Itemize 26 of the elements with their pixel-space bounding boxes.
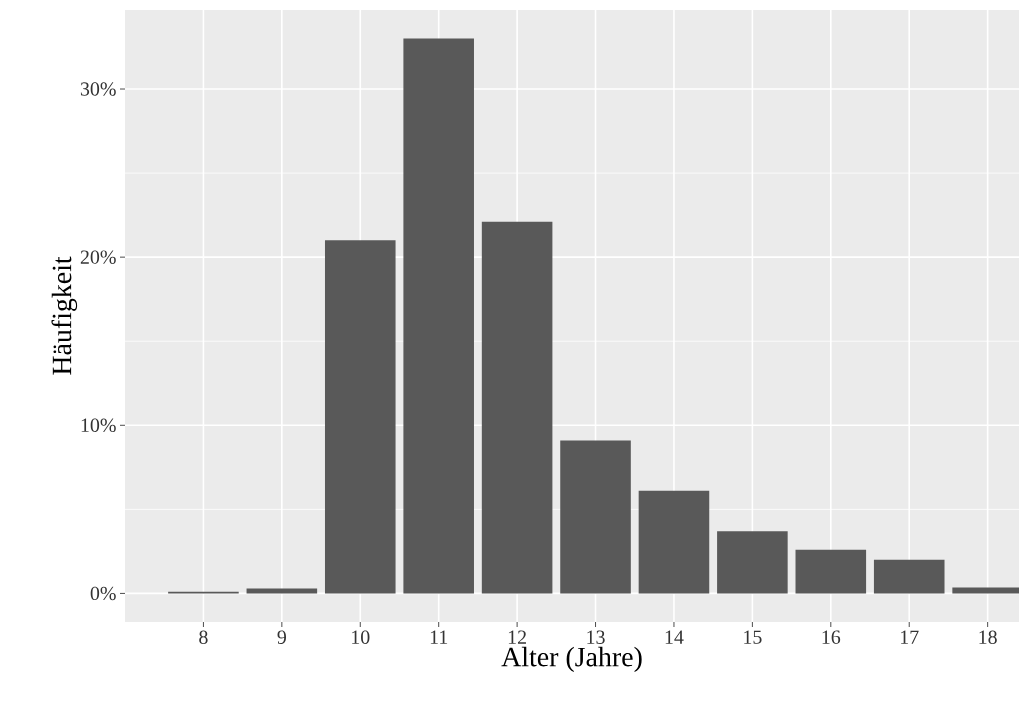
x-tick-label: 11 <box>430 630 448 644</box>
x-tick-label: 13 <box>587 630 605 644</box>
bar <box>795 549 867 594</box>
y-tick-label: 10% <box>81 418 116 433</box>
x-axis-title: Alter (Jahre) <box>501 646 642 673</box>
bar <box>481 221 553 594</box>
bar <box>324 240 396 594</box>
x-tick-label: 17 <box>901 630 919 644</box>
bar <box>403 38 474 594</box>
bar <box>873 559 945 594</box>
x-tick-label: 14 <box>665 630 684 644</box>
bar <box>560 440 631 594</box>
y-tick-label: 20% <box>80 250 116 264</box>
x-tick-label: 16 <box>822 630 841 644</box>
bar <box>717 531 788 594</box>
x-tick-label: 15 <box>744 630 762 644</box>
x-tick-label: 8 <box>199 630 208 644</box>
y-tick-label: 0% <box>90 586 116 601</box>
y-tick-label: 30% <box>80 82 116 96</box>
x-tick-label: 12 <box>508 630 526 644</box>
bar <box>246 588 318 594</box>
bar <box>638 490 710 594</box>
y-axis-title: Häufigkeit <box>51 256 78 375</box>
x-tick-label: 18 <box>979 630 997 644</box>
x-tick-label: 10 <box>352 630 370 644</box>
x-tick-label: 9 <box>277 630 286 644</box>
